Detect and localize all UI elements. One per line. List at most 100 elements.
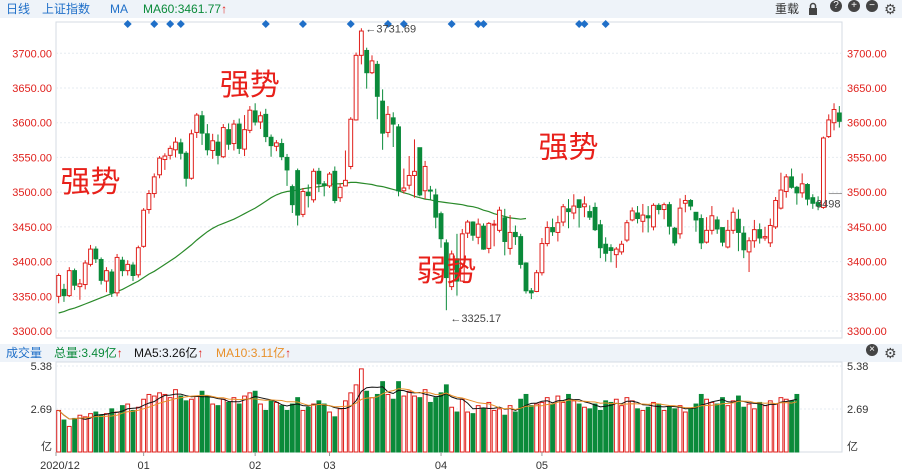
volume-bar[interactable] [576, 403, 582, 453]
volume-bar[interactable] [204, 395, 210, 453]
volume-bar[interactable] [390, 398, 396, 453]
candle[interactable] [736, 209, 741, 252]
candle[interactable] [512, 225, 518, 245]
volume-bar[interactable] [778, 397, 784, 453]
volume-bar[interactable] [268, 400, 274, 453]
volume-bar[interactable] [534, 403, 540, 453]
volume-bar[interactable] [226, 401, 232, 453]
candle[interactable] [454, 233, 460, 296]
volume-bar[interactable] [433, 397, 439, 453]
candle[interactable] [210, 133, 216, 159]
candle[interactable] [109, 269, 115, 298]
volume-bar[interactable] [449, 406, 455, 453]
volume-bar[interactable] [751, 408, 757, 453]
volume-bar[interactable] [316, 400, 322, 453]
candle[interactable] [831, 103, 837, 131]
candle[interactable] [104, 267, 109, 293]
candle[interactable] [146, 190, 152, 214]
volume-bar[interactable] [135, 406, 141, 453]
volume-bar[interactable] [146, 393, 152, 453]
candle[interactable] [119, 256, 125, 277]
candle[interactable] [714, 216, 720, 234]
volume-bar[interactable] [518, 398, 524, 453]
volume-bar[interactable] [677, 405, 683, 453]
candle[interactable] [273, 140, 279, 152]
candle[interactable] [656, 203, 662, 215]
event-marker-icon[interactable] [123, 20, 132, 28]
volume-bar[interactable] [613, 398, 619, 453]
candle[interactable] [720, 227, 725, 247]
volume-bar[interactable] [417, 397, 423, 453]
candle[interactable] [130, 262, 136, 282]
event-marker-icon[interactable] [580, 20, 589, 28]
candle[interactable] [374, 60, 380, 120]
candle[interactable] [401, 168, 407, 194]
volume-bar[interactable] [783, 398, 789, 453]
volume-bar[interactable] [183, 400, 189, 453]
volume-bar[interactable] [704, 398, 709, 453]
candle[interactable] [619, 240, 625, 255]
volume-bar[interactable] [629, 400, 635, 453]
candle[interactable] [56, 273, 62, 304]
volume-bar[interactable] [592, 403, 598, 453]
volume-bar[interactable] [730, 400, 736, 453]
volume-bar[interactable] [88, 413, 93, 453]
candle[interactable] [518, 233, 524, 269]
candle[interactable] [311, 168, 316, 203]
candle[interactable] [449, 250, 455, 291]
event-marker-icon[interactable] [383, 20, 392, 28]
volume-bar[interactable] [475, 405, 481, 453]
candle[interactable] [582, 196, 587, 218]
candle[interactable] [412, 139, 417, 198]
candle[interactable] [645, 206, 651, 233]
event-marker-icon[interactable] [575, 20, 584, 28]
candle[interactable] [539, 237, 545, 276]
volume-bar[interactable] [141, 398, 147, 453]
volume-bar[interactable] [321, 403, 327, 453]
close-volume-icon[interactable]: × [866, 344, 878, 356]
volume-bar[interactable] [560, 401, 566, 453]
volume-bar[interactable] [789, 400, 794, 453]
candle[interactable] [332, 166, 338, 204]
candle[interactable] [364, 47, 370, 89]
volume-bar[interactable] [130, 409, 136, 453]
candle[interactable] [289, 184, 295, 213]
candle[interactable] [204, 124, 210, 156]
volume-bar[interactable] [512, 411, 518, 453]
candle[interactable] [783, 174, 789, 198]
volume-bar[interactable] [167, 397, 173, 453]
candle[interactable] [778, 172, 784, 210]
volume-bar[interactable] [396, 381, 401, 453]
candle[interactable] [263, 108, 269, 143]
candle[interactable] [799, 173, 805, 198]
candle[interactable] [555, 215, 561, 242]
candle[interactable] [162, 153, 168, 170]
candle[interactable] [358, 28, 364, 65]
candle[interactable] [502, 208, 508, 256]
candle[interactable] [433, 188, 439, 229]
volume-bar[interactable] [162, 393, 168, 453]
volume-bar[interactable] [757, 401, 763, 453]
volume-bar[interactable] [289, 403, 295, 453]
candle[interactable] [794, 185, 800, 205]
volume-bar[interactable] [406, 390, 412, 453]
volume-bar[interactable] [666, 406, 672, 453]
event-marker-icon[interactable] [166, 20, 175, 28]
volume-bar[interactable] [693, 403, 699, 453]
candle[interactable] [475, 218, 481, 245]
candle[interactable] [587, 205, 593, 220]
volume-bar[interactable] [215, 405, 221, 453]
volume-bar[interactable] [332, 416, 338, 453]
candle[interactable] [550, 218, 555, 236]
candle[interactable] [61, 283, 67, 302]
event-marker-icon[interactable] [601, 20, 610, 28]
candle[interactable] [826, 114, 832, 138]
candle[interactable] [189, 129, 194, 180]
volume-bar[interactable] [66, 425, 72, 453]
candle[interactable] [231, 119, 237, 151]
volume-bar[interactable] [502, 414, 508, 453]
volume-bar[interactable] [231, 397, 237, 453]
candle[interactable] [693, 211, 699, 232]
volume-bar[interactable] [353, 384, 359, 453]
settings-icon[interactable]: ⚙ [884, 1, 897, 17]
